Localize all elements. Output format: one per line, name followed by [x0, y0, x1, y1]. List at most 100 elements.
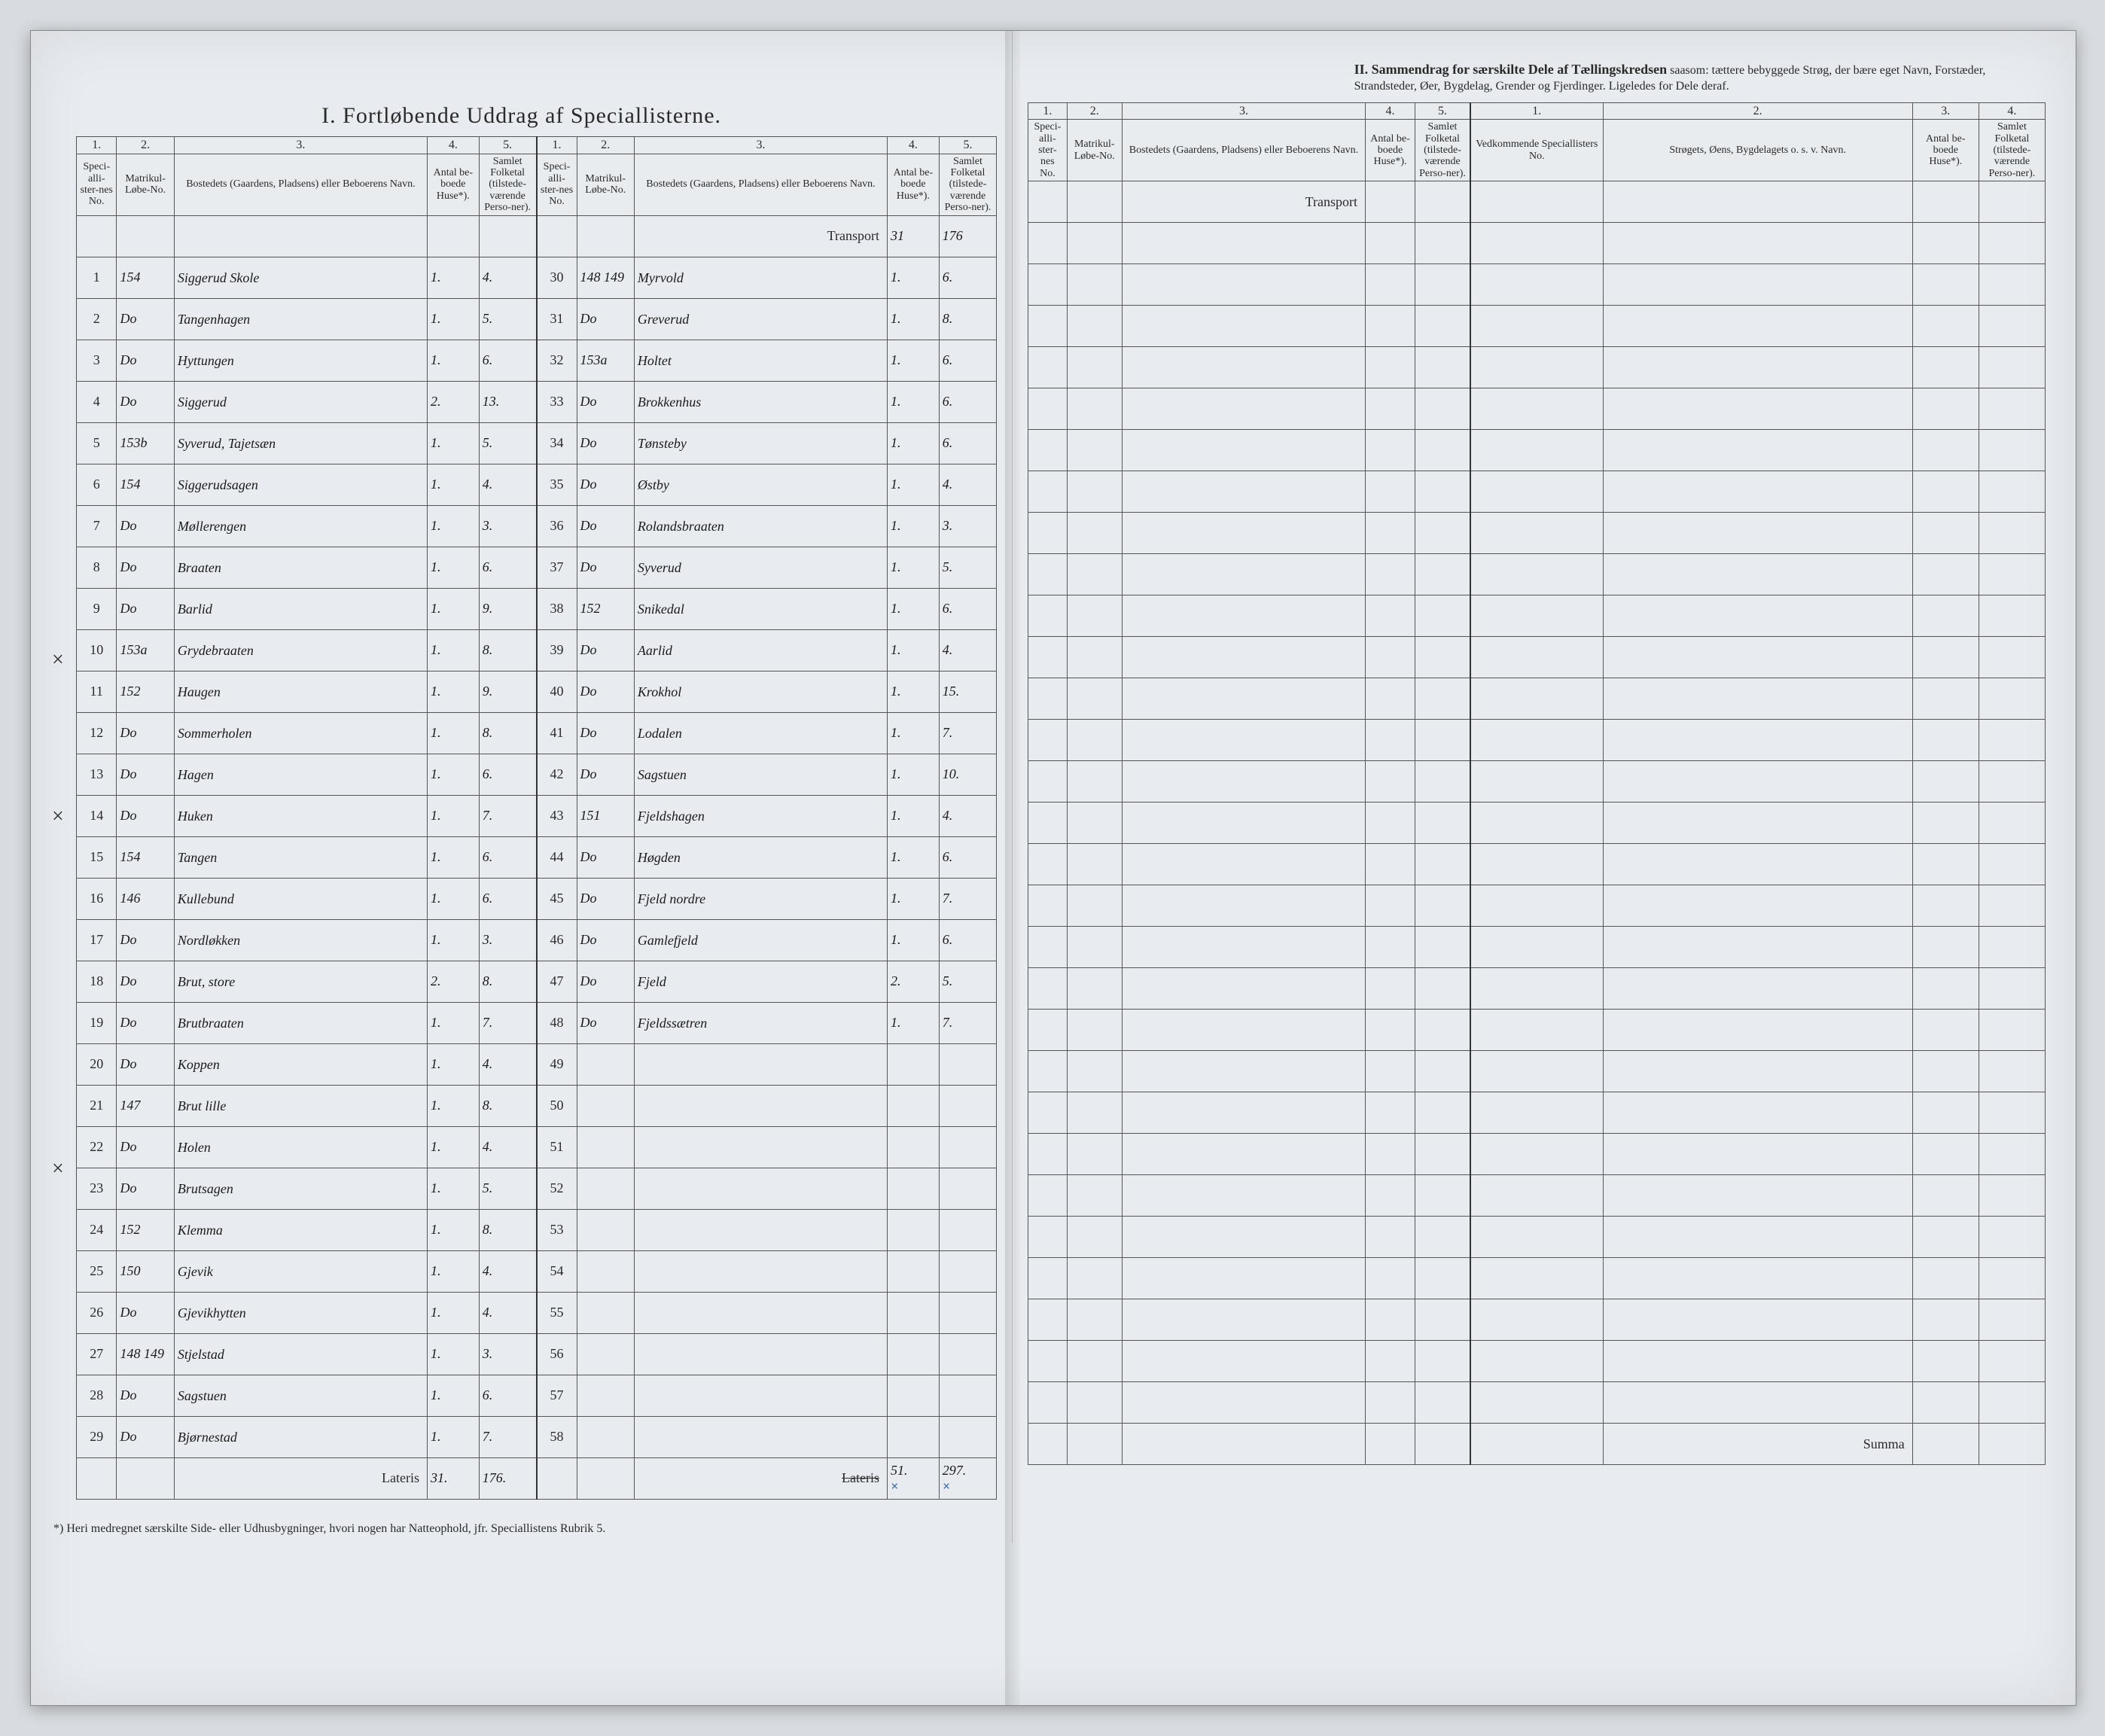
row-huse-b	[888, 1416, 940, 1457]
row-name-b: Fjeldshagen	[634, 795, 887, 836]
row-no: 9	[77, 588, 117, 629]
transport-label-r: Transport	[1122, 181, 1365, 223]
row-name-b	[634, 1043, 887, 1085]
row-folk: 4.	[479, 464, 536, 505]
margin-cross: ×	[52, 1157, 64, 1181]
table-row	[1028, 1134, 2046, 1175]
table-row	[1028, 1258, 2046, 1299]
row-name-b	[634, 1416, 887, 1457]
row-no: 27	[77, 1333, 117, 1375]
row-no-b: 53	[537, 1209, 577, 1250]
row-folk-b: 10.	[939, 754, 996, 795]
row-folk-b: 4.	[939, 629, 996, 671]
row-huse: 1.	[427, 712, 479, 754]
row-no-b: 42	[537, 754, 577, 795]
table-row: 8DoBraaten1.6.37DoSyverud1.5.	[77, 547, 997, 588]
h-bosted: Bostedets (Gaardens, Pladsens) eller Beb…	[174, 154, 427, 215]
row-mat: 154	[117, 836, 174, 878]
row-mat-b: Do	[577, 422, 634, 464]
row-name-b: Gamlefjeld	[634, 919, 887, 961]
row-name: Sommerholen	[174, 712, 427, 754]
row-no-b: 44	[537, 836, 577, 878]
left-header: I. Fortløbende Uddrag af Speciallisterne…	[31, 31, 1012, 136]
row-no-b: 33	[537, 381, 577, 422]
row-name-b: Tønsteby	[634, 422, 887, 464]
row-folk: 9.	[479, 588, 536, 629]
table-row: 4DoSiggerud2.13.33DoBrokkenhus1.6.	[77, 381, 997, 422]
row-no: 7	[77, 505, 117, 547]
row-huse: 1.	[427, 1209, 479, 1250]
summa-label: Summa	[1603, 1424, 1912, 1465]
h-4b: 4.	[888, 137, 940, 154]
row-name: Brutbraaten	[174, 1002, 427, 1043]
row-no: 28	[77, 1375, 117, 1416]
row-mat: 147	[117, 1085, 174, 1126]
table-row: 28DoSagstuen1.6.57	[77, 1375, 997, 1416]
h-specno: Speci-alli-ster-nes No.	[77, 154, 117, 215]
row-no: 16	[77, 878, 117, 919]
left-page: I. Fortløbende Uddrag af Speciallisterne…	[31, 31, 1013, 1543]
table-row: 24152Klemma1.8.53	[77, 1209, 997, 1250]
lateris-folk: 176.	[479, 1457, 536, 1499]
row-mat-b: 148 149	[577, 257, 634, 298]
row-no-b: 52	[537, 1168, 577, 1209]
lateris-row: Lateris31.176.Lateris51.×297.×	[77, 1457, 997, 1499]
row-huse-b: 1.	[888, 298, 940, 340]
row-mat-b: Do	[577, 754, 634, 795]
row-huse: 1.	[427, 629, 479, 671]
table-row	[1028, 223, 2046, 264]
table-row	[1028, 1092, 2046, 1134]
row-no-b: 40	[537, 671, 577, 712]
row-no-b: 57	[537, 1375, 577, 1416]
row-name-b: Sagstuen	[634, 754, 887, 795]
rh-vedkom: Vedkommende Speciallisters No.	[1470, 120, 1603, 181]
row-mat: 154	[117, 464, 174, 505]
row-no-b: 36	[537, 505, 577, 547]
table-row	[1028, 885, 2046, 927]
row-no-b: 31	[537, 298, 577, 340]
row-mat-b	[577, 1043, 634, 1085]
row-no: 6	[77, 464, 117, 505]
row-huse: 1.	[427, 1085, 479, 1126]
rh-bosted: Bostedets (Gaardens, Pladsens) eller Beb…	[1122, 120, 1365, 181]
row-huse: 1.	[427, 547, 479, 588]
row-mat: 152	[117, 671, 174, 712]
row-folk: 6.	[479, 836, 536, 878]
rh-huseS: Antal be-boede Huse*).	[1912, 120, 1979, 181]
row-no: 1	[77, 257, 117, 298]
right-header: II. Sammendrag for særskilte Dele af Tæl…	[1013, 31, 2076, 102]
row-huse-b: 1.	[888, 588, 940, 629]
h-specno2: Speci-alli-ster-nes No.	[537, 154, 577, 215]
row-mat: Do	[117, 1002, 174, 1043]
row-name: Tangen	[174, 836, 427, 878]
table-row: 10153aGrydebraaten1.8.39DoAarlid1.4.	[77, 629, 997, 671]
table-row: 17DoNordløkken1.3.46DoGamlefjeld1.6.	[77, 919, 997, 961]
lateris-huse: 31.	[427, 1457, 479, 1499]
row-folk-b: 6.	[939, 919, 996, 961]
row-mat-b: Do	[577, 1002, 634, 1043]
rh-s4: 4.	[1979, 102, 2045, 120]
rh-specno: Speci-alli-ster-nes No.	[1028, 120, 1067, 181]
row-mat-b: Do	[577, 381, 634, 422]
h-folk: Samlet Folketal (tilstede-værende Perso-…	[479, 154, 536, 215]
table-row	[1028, 264, 2046, 306]
row-folk-b	[939, 1375, 996, 1416]
row-name: Siggerudsagen	[174, 464, 427, 505]
row-mat: Do	[117, 340, 174, 381]
row-mat-b: Do	[577, 712, 634, 754]
row-mat-b: Do	[577, 919, 634, 961]
row-no-b: 54	[537, 1250, 577, 1292]
row-no: 12	[77, 712, 117, 754]
row-name-b: Myrvold	[634, 257, 887, 298]
row-name: Stjelstad	[174, 1333, 427, 1375]
row-huse-b	[888, 1292, 940, 1333]
row-name: Gjevik	[174, 1250, 427, 1292]
h-3b: 3.	[634, 137, 887, 154]
row-mat: Do	[117, 961, 174, 1002]
row-mat: 150	[117, 1250, 174, 1292]
h-3: 3.	[174, 137, 427, 154]
row-name-b	[634, 1375, 887, 1416]
row-no: 17	[77, 919, 117, 961]
row-name: Møllerengen	[174, 505, 427, 547]
row-no: 24	[77, 1209, 117, 1250]
